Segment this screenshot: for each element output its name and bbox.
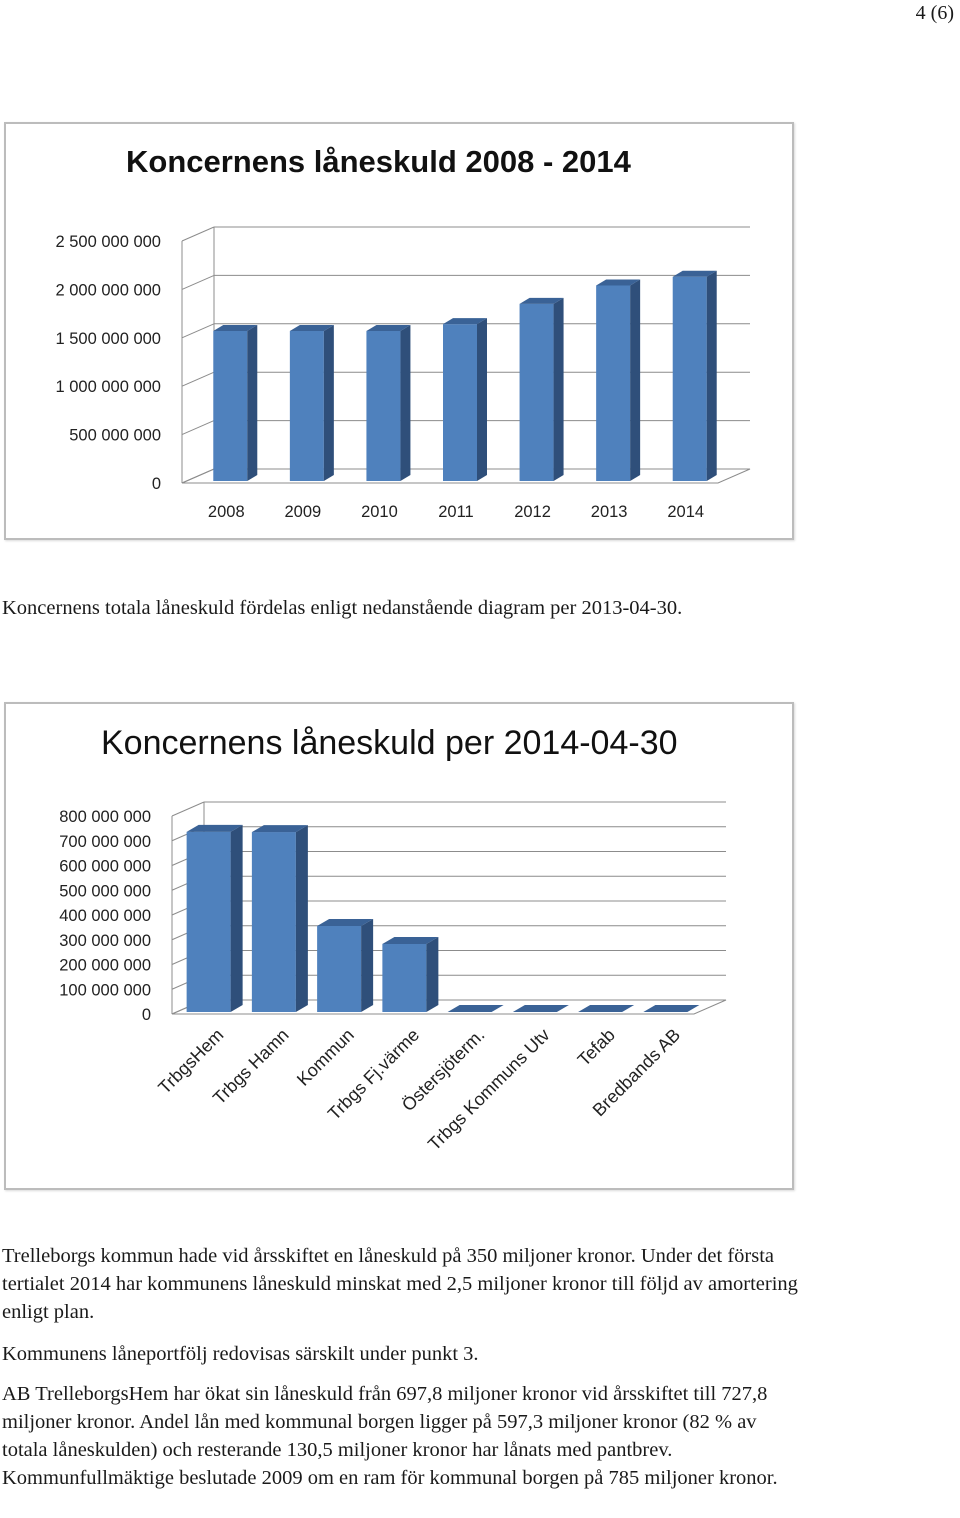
bar-side bbox=[323, 324, 334, 481]
x-category-label: 2012 bbox=[514, 503, 551, 521]
bar-front bbox=[519, 303, 554, 481]
bar-front bbox=[596, 285, 631, 481]
bar-front bbox=[213, 330, 248, 481]
debt-chart-2008-2014: Koncernens låneskuld 2008 - 2014 0 500 00… bbox=[4, 122, 794, 540]
bar-top bbox=[643, 1005, 700, 1012]
bar-side bbox=[247, 324, 258, 481]
x-category-label: 2010 bbox=[361, 503, 398, 521]
paragraph-loan-portfolio: Kommunens låneportfölj redovisas särskil… bbox=[2, 1343, 479, 1365]
debt-chart-per-company: Koncernens låneskuld per 2014-04-30 0 100… bbox=[4, 702, 794, 1190]
gridline-side bbox=[181, 226, 215, 242]
bar-side bbox=[630, 279, 641, 481]
bar-top bbox=[317, 918, 374, 926]
gridline-side bbox=[171, 801, 205, 817]
x-category-label: Tefab bbox=[574, 1025, 619, 1070]
gridline-side bbox=[181, 323, 215, 339]
y-tick-label: 500 000 000 bbox=[69, 427, 161, 445]
x-category-label: Trbgs Kommuns Utv bbox=[424, 1025, 554, 1155]
bar bbox=[672, 270, 717, 481]
bar bbox=[447, 1005, 504, 1012]
y-tick-label: 300 000 000 bbox=[59, 932, 151, 950]
bar-top bbox=[512, 1005, 569, 1012]
chart-title: Koncernens låneskuld 2008 - 2014 bbox=[126, 144, 631, 179]
y-tick-label: 500 000 000 bbox=[59, 882, 151, 900]
y-tick-label: 2 000 000 000 bbox=[55, 281, 161, 299]
bar-side bbox=[400, 324, 411, 481]
bar bbox=[366, 324, 411, 481]
bar-front bbox=[251, 832, 296, 1012]
bar-side bbox=[553, 297, 564, 481]
y-tick-label: 800 000 000 bbox=[59, 808, 151, 826]
y-tick-label: 700 000 000 bbox=[59, 833, 151, 851]
bar bbox=[186, 824, 243, 1012]
bar bbox=[519, 297, 564, 481]
x-category-label: 2011 bbox=[438, 503, 473, 521]
bar-side bbox=[706, 270, 717, 481]
bar-top bbox=[213, 324, 258, 331]
x-category-label: 2008 bbox=[208, 503, 245, 521]
bar bbox=[578, 1005, 635, 1012]
bar-chart-svg: 0 100 000 000 200 000 000 300 000 000 400 00… bbox=[59, 801, 727, 1155]
paragraph-trelleborgshem: AB TrelleborgsHem har ökat sin låneskuld… bbox=[2, 1383, 778, 1489]
bar-front bbox=[186, 831, 231, 1012]
bar-top bbox=[289, 324, 334, 331]
x-category-label: Kommun bbox=[293, 1025, 358, 1090]
bar-front bbox=[443, 324, 477, 481]
bar bbox=[382, 936, 439, 1012]
bar-top bbox=[251, 825, 308, 833]
y-tick-label: 400 000 000 bbox=[59, 907, 151, 925]
y-tick-label: 100 000 000 bbox=[59, 981, 151, 999]
y-tick-label: 0 bbox=[152, 475, 161, 493]
bar-chart-svg: 0 500 000 000 1 000 000 000 1 500 000 000 2 … bbox=[55, 226, 751, 521]
bar-side bbox=[230, 824, 243, 1012]
x-category-label: 2014 bbox=[667, 503, 704, 521]
y-tick-label: 1 000 000 000 bbox=[55, 378, 161, 396]
intro-text: Koncernens totala låneskuld fördelas enl… bbox=[2, 597, 683, 619]
bar-side bbox=[477, 318, 487, 481]
bar-top bbox=[578, 1005, 635, 1012]
x-category-label: 2009 bbox=[284, 503, 321, 521]
gridline-side bbox=[181, 371, 215, 387]
bar-front bbox=[289, 330, 324, 481]
chart-floor bbox=[181, 468, 751, 484]
bar-front bbox=[672, 276, 707, 481]
bar-top bbox=[519, 297, 564, 304]
y-tick-label: 2 500 000 000 bbox=[55, 233, 161, 251]
page-number: 4 (6) bbox=[915, 2, 954, 24]
y-tick-label: 200 000 000 bbox=[59, 957, 151, 975]
bar bbox=[643, 1005, 700, 1012]
bar-top bbox=[382, 936, 439, 944]
bar-top bbox=[672, 270, 717, 277]
bar-front bbox=[382, 943, 427, 1012]
bar bbox=[289, 324, 334, 481]
y-tick-label: 600 000 000 bbox=[59, 858, 151, 876]
gridline-side bbox=[181, 420, 215, 436]
paragraph-municipal-debt: Trelleborgs kommun hade vid årsskiftet e… bbox=[2, 1245, 798, 1323]
bar-top bbox=[596, 279, 641, 286]
bar-top bbox=[443, 318, 487, 325]
bar-top bbox=[366, 324, 411, 331]
bar bbox=[251, 825, 308, 1012]
x-category-label: 2013 bbox=[591, 503, 628, 521]
bar-side bbox=[426, 936, 439, 1012]
bar bbox=[317, 918, 374, 1012]
bar-front bbox=[366, 330, 401, 481]
bar bbox=[443, 318, 487, 481]
bar-top bbox=[447, 1005, 504, 1012]
bar bbox=[596, 279, 641, 481]
bar bbox=[213, 324, 258, 481]
bar-top bbox=[186, 824, 243, 832]
chart-title: Koncernens låneskuld per 2014-04-30 bbox=[101, 724, 678, 762]
y-tick-label: 0 bbox=[142, 1006, 151, 1024]
bar-side bbox=[295, 825, 308, 1012]
y-tick-label: 1 500 000 000 bbox=[55, 330, 161, 348]
bar-side bbox=[361, 918, 374, 1012]
bar bbox=[512, 1005, 569, 1012]
gridline-side bbox=[181, 274, 215, 290]
bar-front bbox=[317, 925, 362, 1012]
